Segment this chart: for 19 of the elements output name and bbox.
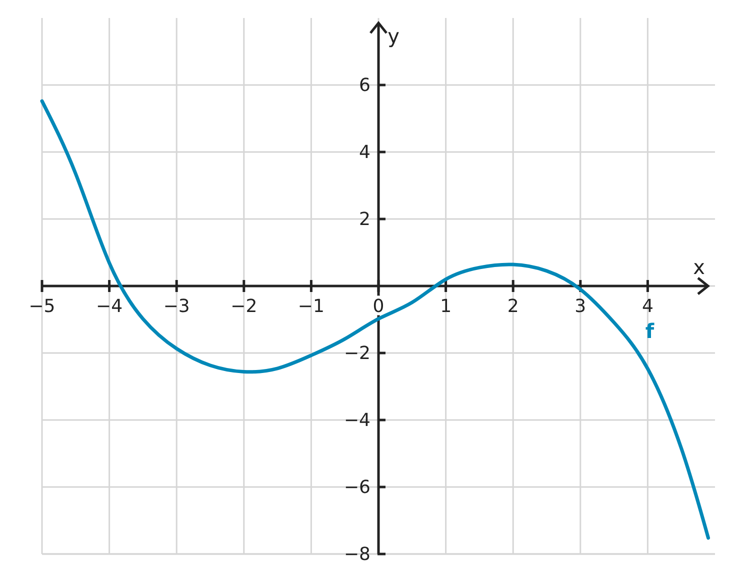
y-tick-label: −2 — [344, 343, 370, 364]
x-tick-label: 1 — [440, 296, 452, 317]
x-tick-label: −5 — [28, 296, 56, 317]
y-tick-label: −6 — [344, 477, 370, 498]
y-axis-title: y — [388, 24, 400, 48]
x-tick-label: 4 — [642, 296, 654, 317]
y-tick-label: 6 — [359, 75, 370, 96]
x-tick-label: 2 — [507, 296, 519, 317]
x-axis-title: x — [693, 255, 706, 279]
y-tick-label: −4 — [344, 410, 370, 431]
y-tick-label: 2 — [359, 209, 370, 230]
y-tick-label: 4 — [359, 142, 370, 163]
x-tick-label: 3 — [574, 296, 586, 317]
x-tick-label: −1 — [298, 296, 324, 317]
series-label: f — [645, 319, 654, 343]
x-tick-label: −3 — [163, 296, 190, 317]
y-tick-label: −8 — [344, 544, 370, 565]
x-tick-label: −2 — [230, 296, 258, 317]
x-tick-label: −4 — [96, 296, 123, 317]
